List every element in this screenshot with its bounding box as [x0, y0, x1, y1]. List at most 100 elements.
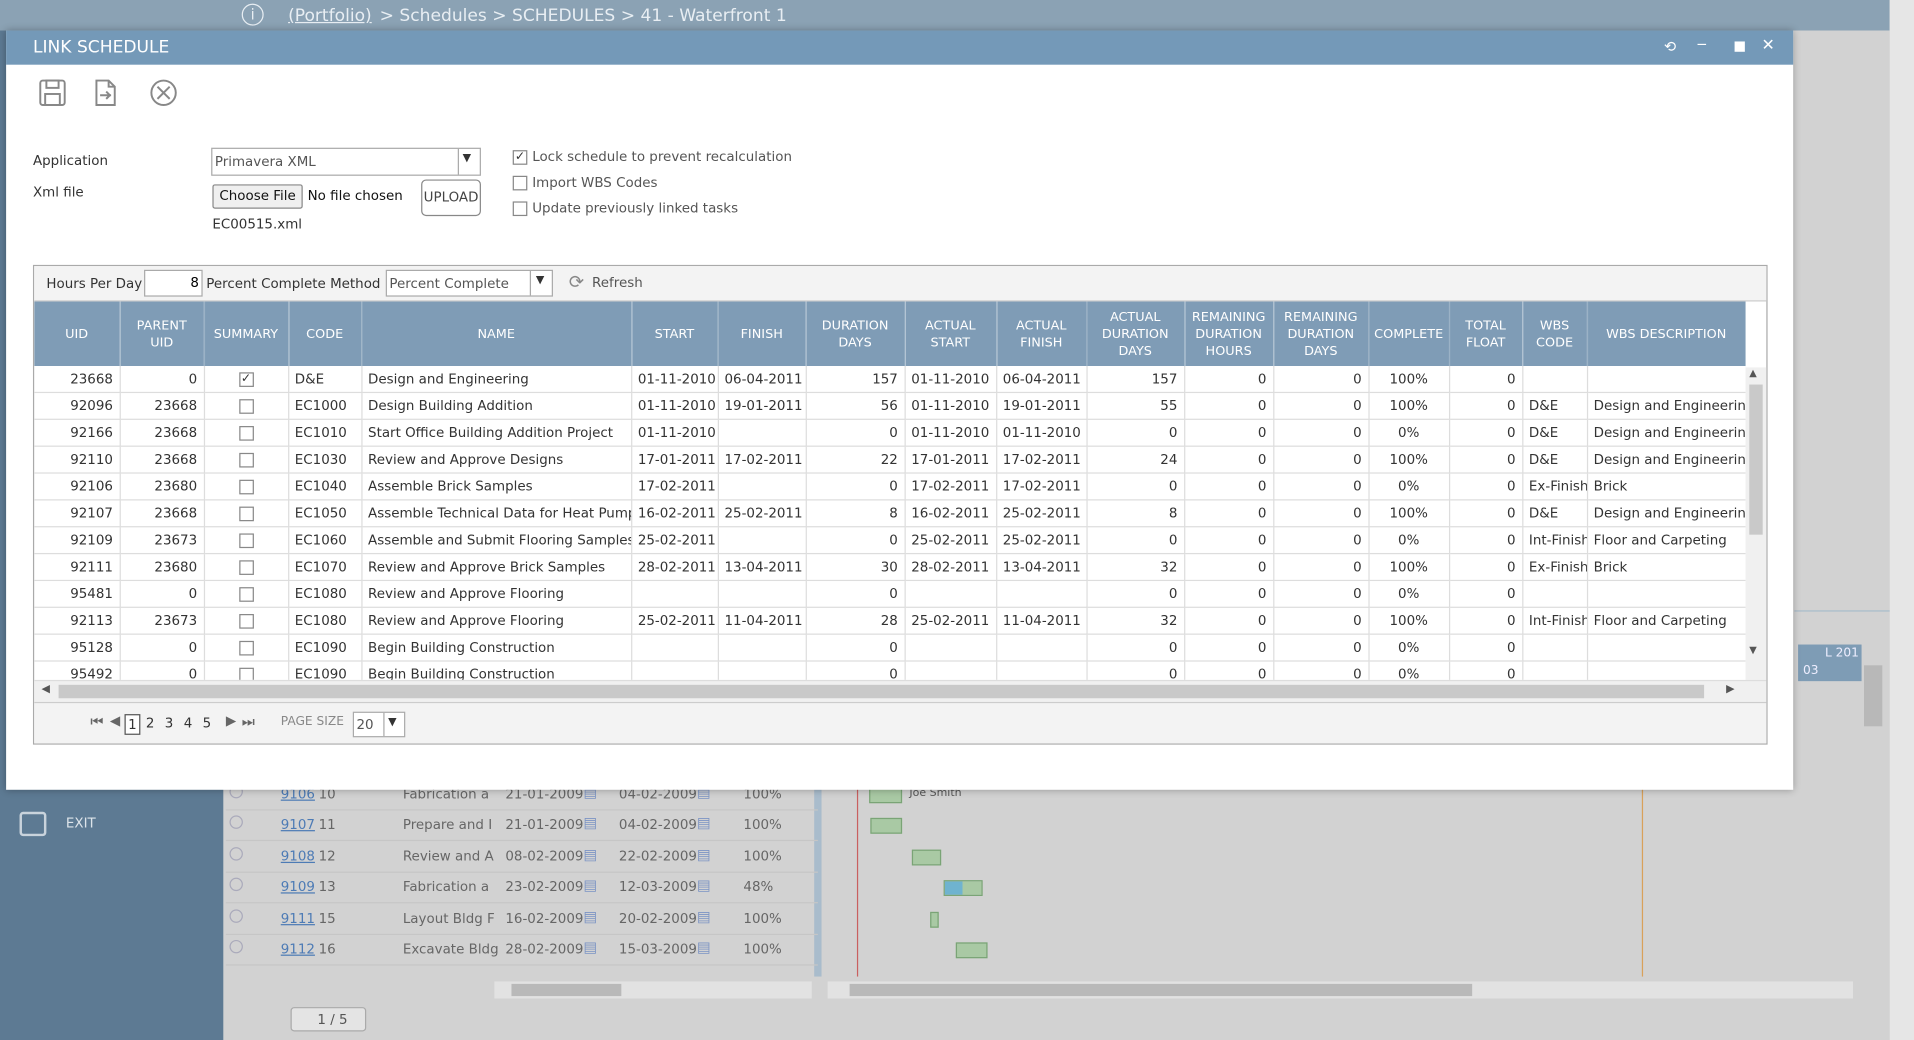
- page-number[interactable]: 1: [124, 714, 141, 735]
- summary-checkbox[interactable]: [238, 614, 254, 629]
- pager-box[interactable]: 1 / 5: [290, 1007, 367, 1032]
- v-scrollbar[interactable]: ▲ ▼: [1745, 367, 1767, 680]
- hours-input[interactable]: 8: [144, 269, 203, 297]
- method-value: Percent Complete: [389, 275, 509, 292]
- background-cell: 16: [318, 941, 336, 958]
- calendar-icon[interactable]: ▤: [697, 814, 711, 832]
- info-icon[interactable]: i: [241, 3, 264, 26]
- refresh-icon[interactable]: ⟳: [568, 270, 585, 293]
- table-cell: 28-02-2011: [631, 553, 719, 582]
- option-checkbox[interactable]: ✓: [512, 150, 528, 165]
- maximize-btn[interactable]: ■: [1733, 37, 1747, 54]
- summary-checkbox[interactable]: [238, 479, 254, 495]
- background-row: 9112 16 Excavate Bldg 28-02-2009 ▤ 15-03-2009…: [225, 934, 818, 966]
- timeline-sub: 03: [1802, 664, 1819, 678]
- summary-checkbox[interactable]: [238, 426, 254, 441]
- summary-checkbox[interactable]: [238, 587, 254, 602]
- table-cell: [717, 473, 807, 501]
- calendar-icon[interactable]: ▤: [697, 938, 711, 956]
- page-size-select[interactable]: 20 ▼: [352, 711, 406, 738]
- import-icon[interactable]: [95, 79, 116, 106]
- table-cell: 01-11-2010: [631, 392, 719, 420]
- summary-checkbox[interactable]: [238, 506, 254, 522]
- table-cell: 0: [1448, 607, 1523, 635]
- table-cell: 0: [1448, 580, 1523, 608]
- calendar-icon[interactable]: ▤: [697, 876, 711, 894]
- row-selector: [229, 815, 243, 830]
- summary-cell: [203, 634, 289, 662]
- option-checkbox[interactable]: [512, 201, 528, 217]
- refresh-btn[interactable]: Refresh: [592, 274, 643, 291]
- page-scrollbar[interactable]: [1889, 0, 1914, 1040]
- breadcrumb-link[interactable]: (Portfolio): [288, 6, 372, 26]
- page-number[interactable]: 2: [145, 715, 155, 732]
- table-cell: 0: [1448, 499, 1523, 528]
- table-cell: 17-01-2011: [904, 446, 997, 474]
- timeline-label: L 201: [1824, 646, 1859, 661]
- cancel-icon[interactable]: [150, 79, 177, 106]
- calendar-icon[interactable]: ▤: [583, 938, 598, 956]
- background-cell: 9107: [280, 817, 315, 833]
- page-number[interactable]: 4: [183, 715, 193, 732]
- calendar-icon[interactable]: ▤: [697, 907, 711, 925]
- first-page[interactable]: ⏮: [90, 712, 104, 730]
- summary-checkbox[interactable]: [238, 560, 254, 575]
- prev-page[interactable]: ◀: [109, 712, 121, 729]
- refresh-btn[interactable]: ⟲: [1663, 37, 1677, 55]
- table-cell: Assemble and Submit Flooring Samples: [361, 526, 632, 555]
- calendar-icon[interactable]: ▤: [583, 845, 598, 863]
- calendar-icon[interactable]: ▤: [697, 845, 711, 863]
- calendar-icon[interactable]: ▤: [583, 876, 598, 894]
- table-cell: 25-02-2011: [904, 607, 997, 635]
- column-header: ACTUAL FINISH: [996, 301, 1088, 367]
- table-cell: D&E: [1522, 499, 1588, 528]
- table-cell: 92110: [34, 446, 121, 474]
- background-cell: 28-02-2009: [505, 941, 584, 958]
- table-cell: 23673: [119, 526, 205, 555]
- last-page[interactable]: ⏭: [241, 712, 255, 730]
- method-select[interactable]: Percent Complete ▼: [385, 269, 553, 297]
- calendar-icon[interactable]: ▤: [583, 907, 598, 925]
- h-scrollbar[interactable]: ◀ ▶: [34, 679, 1767, 702]
- page-number[interactable]: 5: [202, 715, 212, 732]
- column-header: TOTAL FLOAT: [1448, 301, 1523, 367]
- summary-checkbox[interactable]: [238, 399, 254, 414]
- grid-hscroll[interactable]: [494, 981, 812, 999]
- summary-checkbox[interactable]: ✓: [238, 372, 254, 387]
- summary-checkbox[interactable]: [238, 452, 254, 468]
- exit-label[interactable]: EXIT: [65, 815, 96, 832]
- table-cell: 28-02-2011: [904, 553, 997, 582]
- timeline-header: L 201 03: [1798, 644, 1862, 682]
- table-cell: 0: [1448, 473, 1523, 501]
- summary-checkbox[interactable]: [238, 667, 254, 680]
- close-btn[interactable]: ✕: [1761, 36, 1775, 55]
- pager-text: 1 / 5: [317, 1011, 348, 1028]
- exit-icon[interactable]: [19, 811, 47, 837]
- splitter[interactable]: [814, 781, 822, 977]
- summary-checkbox[interactable]: [238, 640, 254, 656]
- table-cell: 25-02-2011: [996, 526, 1088, 555]
- minimize-btn[interactable]: ‒: [1696, 35, 1707, 54]
- option-checkbox[interactable]: [512, 175, 528, 191]
- option-label: Lock schedule to prevent recalculation: [532, 148, 792, 165]
- table-cell: [904, 661, 997, 680]
- table-cell: 25-02-2011: [631, 607, 719, 635]
- application-value: Primavera XML: [214, 153, 316, 170]
- table-cell: EC1060: [288, 526, 362, 555]
- gantt-hscroll[interactable]: [827, 981, 1854, 999]
- table-cell: 100%: [1368, 607, 1450, 635]
- page-number[interactable]: 3: [164, 715, 174, 732]
- upload-btn[interactable]: UPLOAD: [421, 179, 481, 217]
- side-scroll[interactable]: [1864, 665, 1883, 727]
- summary-checkbox[interactable]: [238, 533, 254, 549]
- background-cell: 9108: [280, 848, 315, 865]
- choose-file-btn[interactable]: Choose File: [212, 184, 303, 209]
- calendar-icon[interactable]: ▤: [583, 814, 598, 832]
- next-page[interactable]: ▶: [225, 712, 237, 729]
- gantt-bar: [955, 942, 988, 959]
- application-select[interactable]: Primavera XML ▼: [211, 147, 481, 176]
- background-cell: 20-02-2009: [618, 910, 697, 927]
- table-cell: EC1010: [288, 419, 362, 447]
- save-icon[interactable]: [39, 79, 66, 106]
- table-cell: 0: [805, 526, 906, 555]
